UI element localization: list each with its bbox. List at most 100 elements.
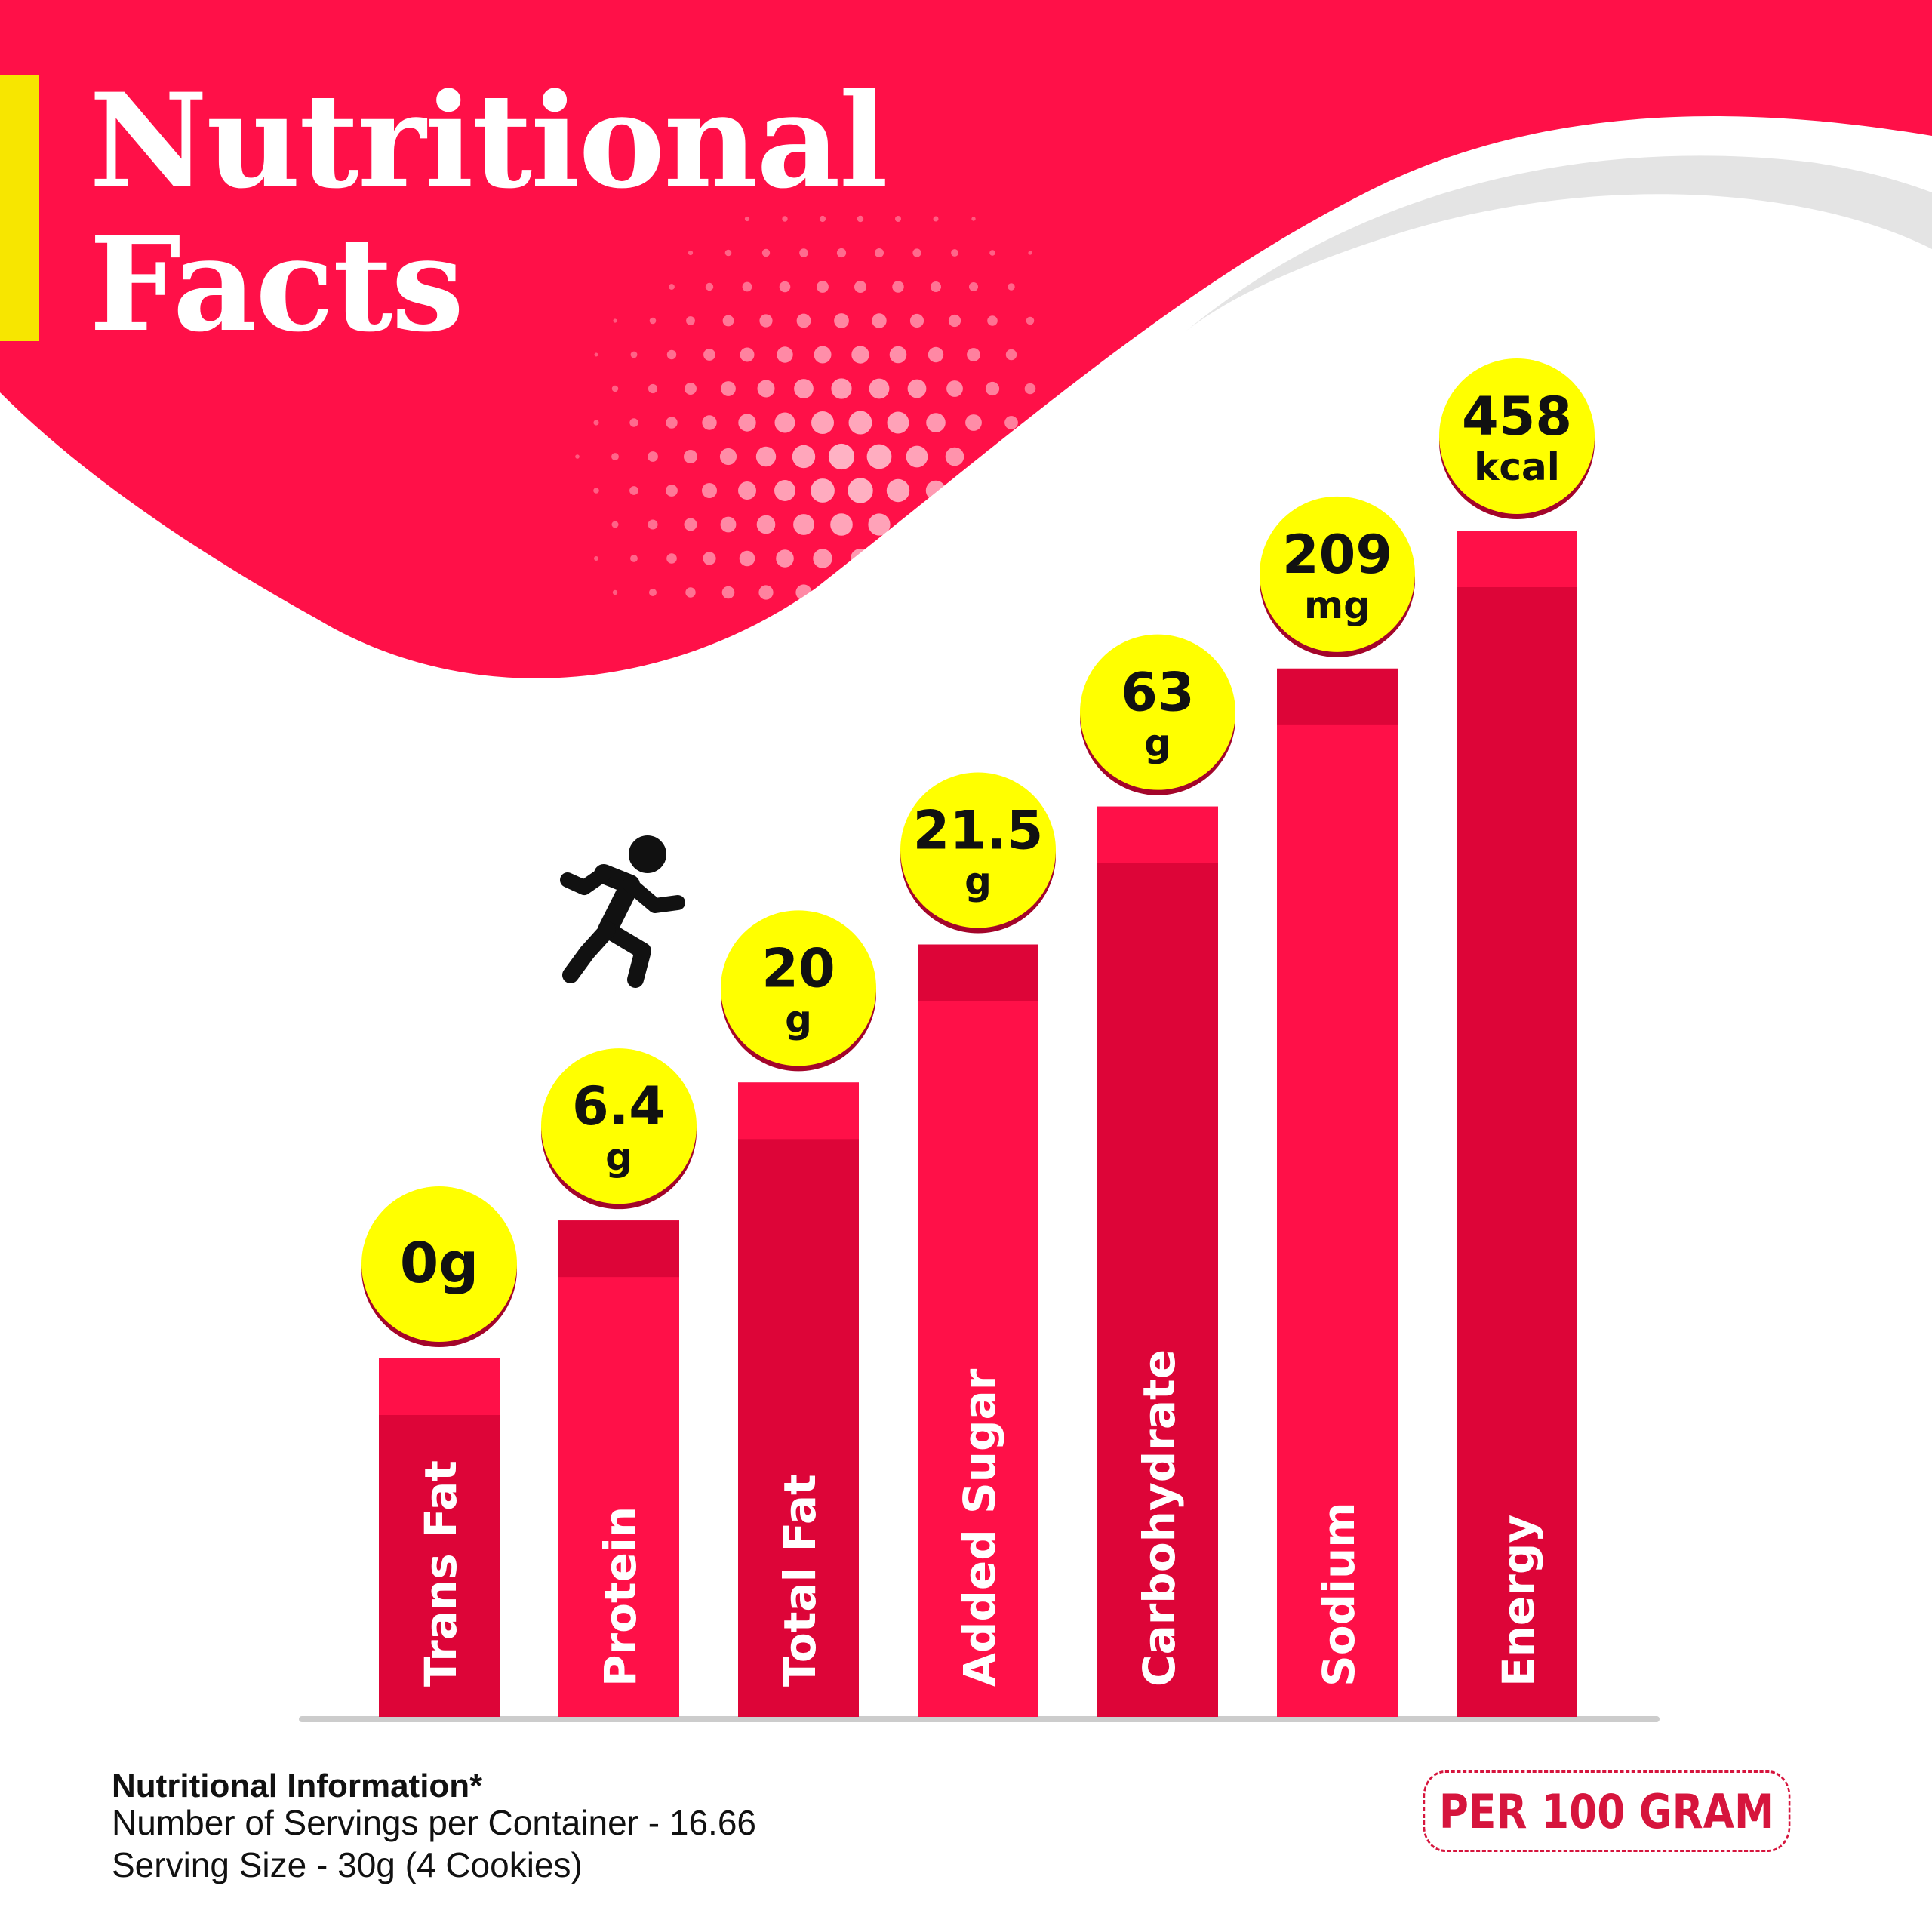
halftone-dot [1004, 483, 1019, 498]
page-title: Nutritional Facts [89, 64, 888, 356]
halftone-dot [1024, 383, 1036, 395]
bar-group: Total Fat 20g [721, 910, 876, 1717]
halftone-dot [868, 513, 891, 536]
bar-group: Carbohydrate 63g [1080, 634, 1235, 1717]
halftone-dot [774, 480, 795, 501]
halftone-dot [759, 314, 773, 328]
bar-label: Sodium [1313, 1502, 1364, 1687]
halftone-dot [951, 249, 958, 257]
halftone-dot [1008, 283, 1015, 291]
halftone-dot [967, 348, 980, 361]
halftone-dot [611, 453, 619, 460]
halftone-dot [931, 281, 941, 292]
halftone-dot [872, 313, 887, 328]
halftone-dot [719, 448, 737, 466]
halftone-dot [796, 313, 811, 328]
value-circle [1260, 496, 1415, 652]
halftone-dot [848, 411, 872, 435]
halftone-dot [721, 381, 736, 396]
halftone-dot [907, 379, 927, 398]
value-label: 21.5 [913, 800, 1044, 862]
value-label: 63 [1121, 662, 1194, 724]
halftone-dot [630, 351, 638, 358]
halftone-dot [649, 317, 657, 325]
halftone-dot [892, 281, 904, 293]
halftone-dot [811, 478, 835, 503]
bar-cap [1457, 531, 1577, 587]
halftone-dot [989, 250, 995, 256]
halftone-dot [777, 346, 793, 363]
halftone-dot [832, 583, 851, 601]
bar-label: Added Sugar [954, 1368, 1005, 1687]
bar-cap [918, 944, 1038, 1001]
halftone-dot [575, 454, 580, 459]
halftone-dot [946, 515, 964, 534]
halftone-dot [828, 443, 855, 470]
halftone-dot [774, 412, 795, 433]
halftone-dot [895, 216, 901, 222]
halftone-dot [685, 587, 696, 598]
halftone-dot [1026, 316, 1035, 325]
halftone-dot [776, 549, 794, 568]
halftone-dot [799, 248, 808, 257]
halftone-dot [814, 346, 832, 364]
unit-label: g [1144, 721, 1171, 765]
halftone-dot [688, 250, 694, 256]
bar-cap [558, 1220, 679, 1278]
halftone-dot [756, 515, 776, 534]
halftone-dot [720, 516, 737, 533]
halftone-dot [686, 316, 695, 325]
halftone-dot [669, 284, 675, 290]
halftone-dot [629, 418, 638, 427]
halftone-dot [666, 485, 678, 497]
title-line-1: Nutritional [89, 64, 888, 217]
halftone-dot [795, 584, 812, 601]
bar-cap [379, 1358, 500, 1415]
halftone-dot [612, 589, 618, 595]
halftone-dot [888, 549, 908, 568]
servings-per-container: Number of Servings per Container - 16.66 [112, 1803, 756, 1842]
halftone-dot [813, 549, 832, 568]
halftone-dot [946, 380, 963, 397]
halftone-dot [947, 585, 962, 600]
halftone-dot [969, 282, 978, 291]
halftone-dot [851, 549, 870, 568]
halftone-dot [648, 519, 658, 530]
value-circle [1080, 634, 1235, 790]
value-circle [900, 772, 1056, 928]
red-header-wave [0, 0, 1932, 678]
halftone-dot [594, 352, 598, 357]
halftone-dot [705, 282, 714, 291]
halftone-dot [987, 315, 998, 326]
title-accent-bar [0, 75, 39, 341]
halftone-dot [782, 216, 788, 222]
halftone-dot [854, 281, 866, 293]
value-label: 6.4 [572, 1075, 666, 1137]
serving-size: Serving Size - 30g (4 Cookies) [112, 1845, 583, 1884]
grey-swoosh [1185, 155, 1932, 332]
bar-group: Protein 6.4g [541, 1048, 697, 1717]
bar-label: Total Fat [774, 1474, 826, 1687]
halftone-dot [738, 481, 756, 500]
halftone-dot [758, 585, 774, 600]
halftone-dot [666, 553, 677, 564]
halftone-dot [869, 378, 890, 399]
halftone-dot [724, 249, 732, 257]
halftone-dot [702, 483, 717, 498]
halftone-dot [593, 420, 599, 426]
halftone-dot [945, 447, 964, 466]
halftone-dot [630, 555, 638, 562]
halftone-dot [906, 445, 928, 468]
bar [1097, 806, 1218, 1717]
halftone-dot [649, 589, 657, 596]
halftone-dot [912, 248, 921, 257]
halftone-dot [811, 411, 834, 434]
halftone-dot [926, 413, 946, 432]
halftone-dot [703, 552, 716, 565]
halftone-dot [744, 216, 750, 222]
unit-label: g [605, 1135, 632, 1179]
halftone-dot [834, 313, 849, 328]
